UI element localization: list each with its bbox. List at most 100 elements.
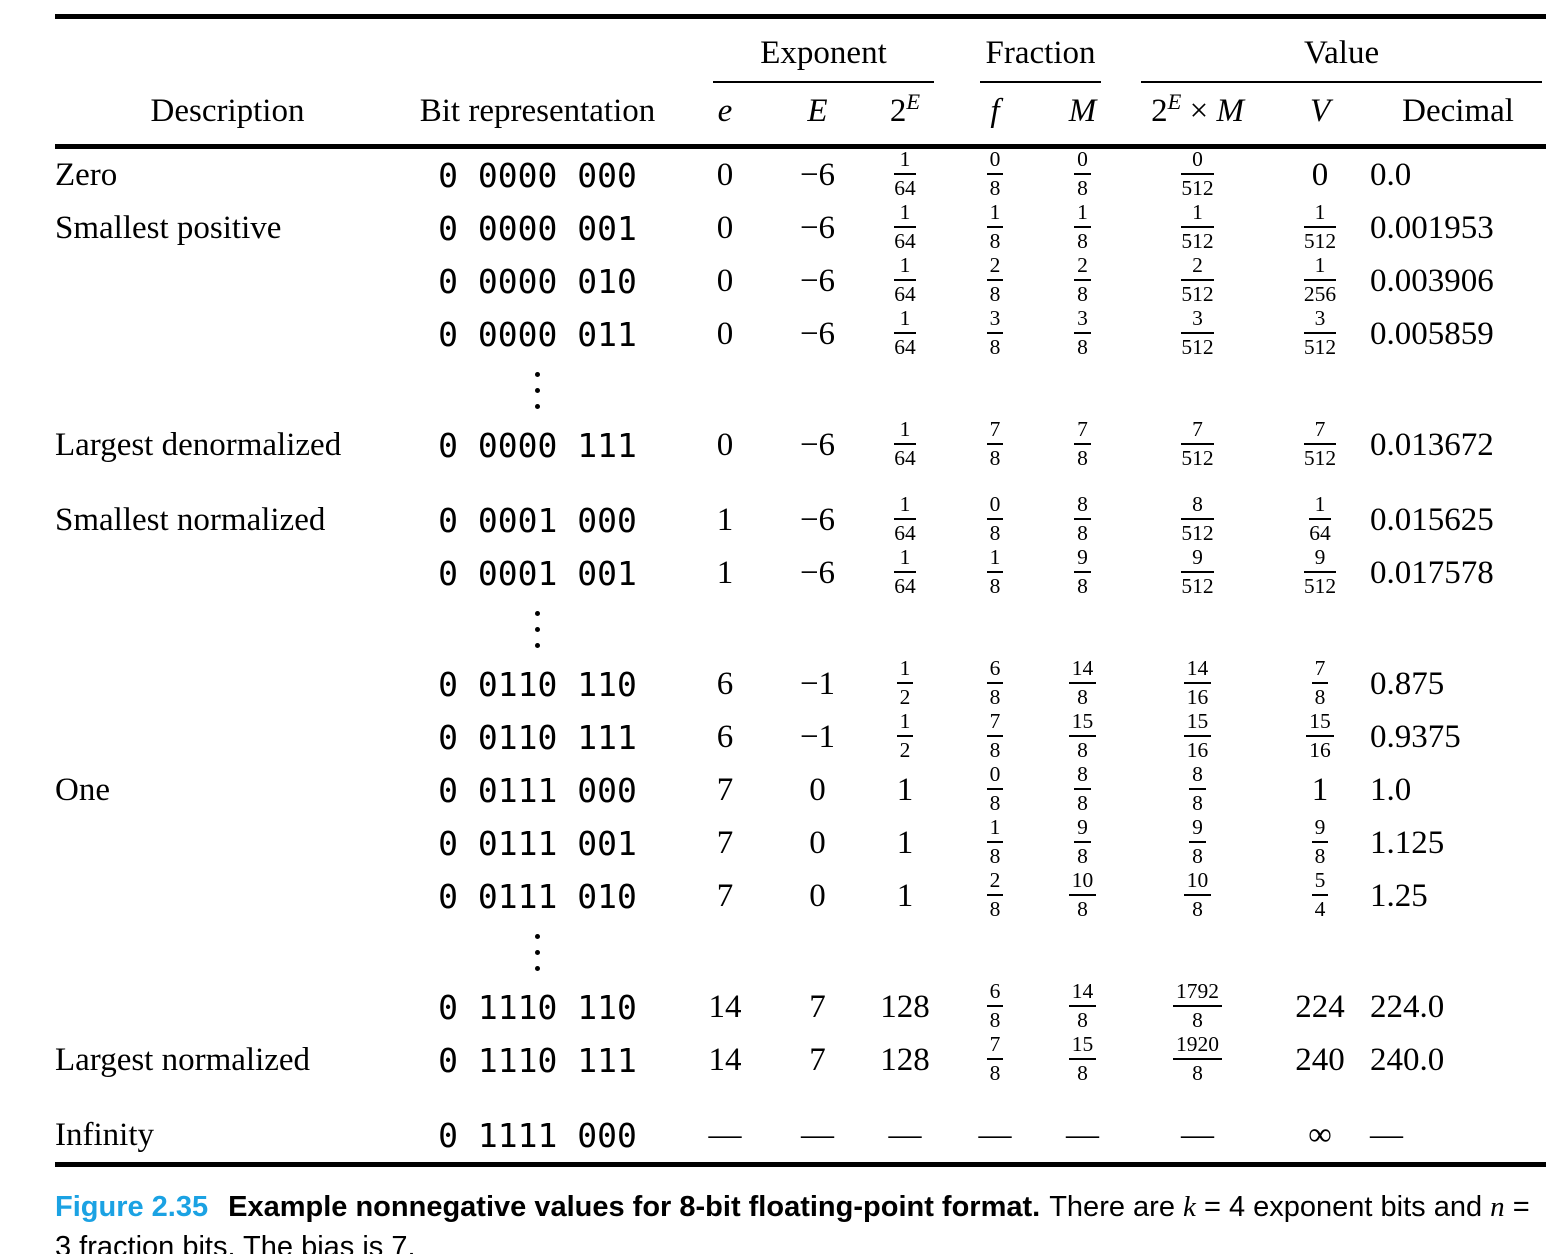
fraction-denominator: 2 xyxy=(899,684,911,709)
fraction: 1 64 xyxy=(894,254,916,305)
fraction-denominator: 8 xyxy=(1077,228,1088,253)
fraction-numerator: 2 xyxy=(1074,254,1091,281)
group-header-label: Value xyxy=(1141,35,1543,83)
cell-empty xyxy=(55,923,400,981)
label-text: Description xyxy=(150,93,305,129)
fraction-numerator: 14 xyxy=(1068,980,1097,1007)
table-row: Zero 0 0000 000 0 −6 1 64 0 8 0 8 0 512 0 0.0 xyxy=(55,147,1546,203)
fraction: 3 512 xyxy=(1181,307,1214,358)
fraction-numerator: 10 xyxy=(1068,869,1097,896)
superscript: E xyxy=(906,89,920,114)
math-variable: e xyxy=(717,93,733,129)
cell-bits: 0 0000 001 xyxy=(438,209,637,248)
fraction-denominator: 8 xyxy=(1314,843,1326,868)
fraction-numerator: 1792 xyxy=(1173,980,1223,1007)
cell-description: Smallest normalized xyxy=(55,502,326,538)
fraction: 10 8 xyxy=(1183,869,1212,920)
fraction-numerator: 1 xyxy=(894,254,916,281)
cell-description: Infinity xyxy=(55,1117,154,1153)
fraction-numerator: 15 xyxy=(1183,710,1212,737)
cell-twoE: 1 64 xyxy=(860,418,950,472)
group-header-label: Exponent xyxy=(713,35,935,83)
cell-twoEtimesM: 1920 8 xyxy=(1125,1033,1270,1087)
table-row: 0 0000 010 0 −6 1 64 2 8 2 8 2 512 1 256 0.003906 xyxy=(55,254,1546,308)
fraction-numerator: 1 xyxy=(896,710,914,737)
cell-decimal: 0.005859 xyxy=(1370,316,1494,352)
figure-caption: Figure 2.35 Example nonnegative values fo… xyxy=(55,1187,1546,1254)
table-body: Zero 0 0000 000 0 −6 1 64 0 8 0 8 0 512 0 0.0 Smallest… xyxy=(55,147,1546,1165)
cell-twoE: 1 64 xyxy=(860,147,950,203)
cell-bits: 0 1110 110 xyxy=(438,988,637,1027)
fraction-denominator: 8 xyxy=(1077,684,1088,709)
fraction-denominator: 16 xyxy=(1186,684,1209,709)
fraction-denominator: 8 xyxy=(1192,1007,1203,1032)
fraction: 1 64 xyxy=(894,546,916,597)
vertical-ellipsis-icon xyxy=(535,933,540,971)
fraction-numerator: 7 xyxy=(1311,657,1329,684)
column-header-e: e xyxy=(675,83,775,149)
fraction: 1 256 xyxy=(1303,254,1337,305)
fraction-denominator: 64 xyxy=(894,228,916,253)
fraction: 1 64 xyxy=(1309,493,1331,544)
math-variable: V xyxy=(1309,93,1331,129)
fraction-denominator: 64 xyxy=(894,520,916,545)
column-header-bits: Bit representation xyxy=(400,83,675,149)
table-row: 0 0111 010 7 0 1 2 8 10 8 10 8 5 4 1.25 xyxy=(55,869,1546,923)
table-header: Exponent Fraction Value Description Bit rep… xyxy=(55,17,1547,149)
fraction-denominator: 8 xyxy=(1077,737,1088,762)
column-header-row: Description Bit representation e E 2E f M 2E × … xyxy=(55,83,1547,149)
cell-f: — xyxy=(978,1117,1012,1153)
cell-twoE: 1 xyxy=(896,878,914,914)
cell-e: 0 xyxy=(716,263,734,299)
fraction: 15 8 xyxy=(1068,710,1097,762)
fraction-numerator: 1 xyxy=(986,816,1004,843)
cell-twoEtimesM: 15 16 xyxy=(1125,710,1270,764)
cell-bits: 0 0111 000 xyxy=(438,771,637,810)
cell-e: 0 xyxy=(716,427,734,463)
fraction-denominator: 8 xyxy=(1077,520,1088,545)
ellipsis-row xyxy=(55,361,1546,419)
fraction-denominator: 8 xyxy=(1077,175,1088,200)
cell-description xyxy=(55,658,400,711)
fraction-numerator: 7 xyxy=(1074,418,1091,445)
fraction-denominator: 8 xyxy=(1077,334,1088,359)
vertical-ellipsis-icon xyxy=(535,371,540,409)
fraction-denominator: 512 xyxy=(1181,573,1214,598)
fraction-denominator: 8 xyxy=(1192,1060,1203,1085)
cell-empty xyxy=(675,923,1546,981)
cell-decimal: 0.9375 xyxy=(1370,719,1461,755)
fraction-denominator: 64 xyxy=(894,573,916,598)
cell-V: 9 512 xyxy=(1270,546,1370,600)
column-header-twoEtimesM: 2E × M xyxy=(1125,83,1271,149)
cell-V: 7 512 xyxy=(1270,418,1370,472)
fraction: 7 512 xyxy=(1303,418,1337,469)
cell-V: 1 xyxy=(1311,772,1329,808)
label-text: × xyxy=(1181,93,1217,129)
cell-M: 10 8 xyxy=(1040,869,1125,923)
column-header-f: f xyxy=(950,83,1041,149)
cell-E: 7 xyxy=(809,1042,826,1078)
cell-bits: 0 0000 000 xyxy=(438,156,637,195)
cell-E: −6 xyxy=(799,263,836,299)
table-row: Smallest normalized 0 0001 000 1 −6 1 64 0 8 8 8 8… xyxy=(55,472,1546,547)
fraction-denominator: 512 xyxy=(1181,520,1214,545)
cell-E: −6 xyxy=(799,210,836,246)
fraction-denominator: 8 xyxy=(989,684,1001,709)
cell-E: 0 xyxy=(809,878,826,914)
cell-description: One xyxy=(55,772,110,808)
fraction: 1 64 xyxy=(894,201,916,252)
fraction-denominator: 8 xyxy=(1192,843,1203,868)
cell-V: 1 256 xyxy=(1270,254,1370,308)
column-header-description: Description xyxy=(55,83,400,149)
